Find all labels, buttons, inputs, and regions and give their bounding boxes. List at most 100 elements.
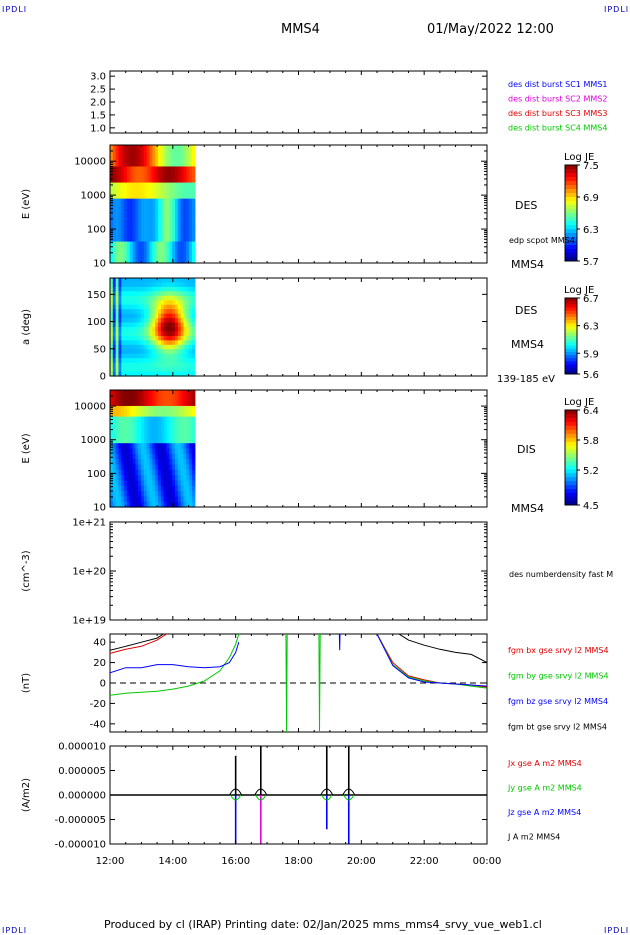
- des-pitch-panel-cell: [172, 282, 176, 288]
- des-pitch-panel-cell: [152, 318, 156, 324]
- dis-energy-panel-cell: [152, 491, 156, 497]
- des-pitch-panel-cell: [163, 304, 168, 310]
- dis-energy-panel-cell: [183, 448, 187, 455]
- des-energy-panel-cell: [175, 193, 179, 200]
- des-pitch-panel-cell: [118, 362, 122, 368]
- des-energy-panel-cell: [143, 145, 148, 151]
- dis-energy-panel-cell: [149, 390, 154, 396]
- des-energy-panel-cell: [180, 155, 185, 162]
- des-energy-panel-cell: [149, 182, 154, 189]
- des-pitch-panel-cell: [166, 313, 170, 319]
- des-pitch-panel-cell: [112, 340, 117, 346]
- dis-energy-panel-cell: [112, 421, 117, 428]
- des-pitch-panel-cell: [132, 286, 137, 292]
- des-pitch-panel-colorbar-step: [565, 307, 577, 312]
- des-energy-panel-cell: [141, 230, 145, 237]
- dis-energy-panel-cell: [132, 501, 137, 508]
- des-energy-panel-cell: [146, 182, 151, 189]
- des-energy-panel-colorbar-step: [565, 181, 577, 186]
- des-pitch-panel-cell: [189, 300, 193, 306]
- des-pitch-panel-cell: [126, 344, 131, 350]
- des-pitch-panel-cell: [135, 344, 139, 350]
- des-energy-panel-cell: [135, 171, 139, 178]
- des-energy-panel-cell: [110, 150, 114, 157]
- dis-energy-panel-cell: [169, 485, 173, 492]
- des-pitch-panel-cell: [155, 313, 159, 319]
- dis-energy-panel-cell: [143, 443, 148, 450]
- dis-energy-panel-cell: [163, 416, 168, 423]
- des-pitch-panel-cell: [124, 358, 128, 364]
- des-energy-panel-cell: [112, 145, 117, 151]
- dis-energy-panel-cell: [110, 475, 114, 482]
- des-pitch-panel-cell: [132, 349, 137, 355]
- des-pitch-panel-cell: [158, 335, 162, 341]
- des-energy-panel-colorbar-step: [565, 197, 577, 202]
- des-pitch-panel-cell: [180, 331, 185, 337]
- des-pitch-panel-cell: [149, 304, 154, 310]
- des-energy-panel-cell: [175, 220, 179, 227]
- des-pitch-panel-cell: [158, 367, 162, 373]
- des-energy-panel-cell: [149, 166, 154, 173]
- dis-energy-panel-cell: [180, 459, 185, 466]
- des-pitch-panel-cell: [189, 353, 193, 359]
- des-pitch-panel-cell: [177, 318, 182, 324]
- des-energy-panel-cell: [155, 214, 159, 221]
- des-energy-panel-cell: [129, 187, 134, 194]
- dis-energy-panel-cell: [177, 464, 182, 471]
- des-pitch-panel-cell: [172, 331, 176, 337]
- des-pitch-panel-cell: [146, 331, 151, 337]
- des-energy-panel-cell: [172, 241, 176, 248]
- dis-energy-panel-cell: [155, 496, 159, 503]
- dis-energy-panel-cell: [126, 469, 131, 476]
- des-pitch-panel-cell: [183, 371, 187, 377]
- des-energy-panel-cell: [186, 155, 190, 162]
- dis-energy-panel-cell: [129, 475, 134, 482]
- des-pitch-panel-cell: [169, 286, 173, 292]
- dis-energy-panel-cell: [126, 395, 131, 402]
- des-energy-panel-cell: [175, 155, 179, 162]
- dis-energy-panel-cell: [180, 448, 185, 455]
- des-pitch-panel-cell: [129, 371, 134, 377]
- des-energy-panel-cell: [124, 145, 128, 151]
- dis-energy-panel-cell: [160, 390, 165, 396]
- current-panel-spike-burst-neg: [343, 794, 355, 801]
- des-energy-panel-cell: [112, 177, 117, 184]
- des-pitch-panel-cell: [175, 331, 179, 337]
- des-energy-panel-cell: [189, 252, 193, 259]
- des-pitch-panel-cell: [118, 291, 122, 297]
- des-energy-panel-cell: [163, 257, 168, 264]
- des-pitch-panel-cell: [163, 318, 168, 324]
- des-energy-panel-cell: [132, 246, 137, 253]
- des-energy-panel-cell: [177, 177, 182, 184]
- dis-energy-panel-colorbar-step: [565, 453, 577, 458]
- des-pitch-panel-cell: [177, 362, 182, 368]
- des-pitch-panel-cell: [186, 362, 190, 368]
- des-pitch-panel-cell: [126, 309, 131, 315]
- des-energy-panel-cell: [112, 214, 117, 221]
- des-energy-panel-cell: [172, 182, 176, 189]
- dis-energy-panel-cell: [160, 480, 165, 487]
- des-energy-panel-cell: [138, 204, 142, 210]
- bfield-panel-series-line: [376, 634, 487, 688]
- des-pitch-panel-cell: [189, 358, 193, 364]
- des-energy-panel-cell: [152, 161, 156, 168]
- des-pitch-panel-cell: [158, 327, 162, 333]
- dis-energy-panel-cell: [172, 400, 176, 407]
- des-pitch-panel-cell: [132, 335, 137, 341]
- dis-energy-panel-cell: [158, 437, 162, 444]
- dis-energy-panel-cell: [149, 405, 154, 412]
- dis-energy-panel-cell: [189, 427, 193, 434]
- des-energy-panel-cell: [138, 155, 142, 162]
- des-pitch-panel-cell: [135, 331, 139, 337]
- des-energy-panel-cell: [152, 241, 156, 248]
- des-energy-panel-label-scpot: edp scpot MMS4: [509, 236, 575, 245]
- des-energy-panel-cell: [155, 155, 159, 162]
- des-energy-panel-cell: [192, 225, 196, 232]
- dis-energy-panel-cell: [149, 421, 154, 428]
- des-pitch-panel-cell: [146, 318, 151, 324]
- dis-energy-panel-cell: [115, 443, 120, 450]
- des-pitch-panel-cell: [138, 362, 142, 368]
- dis-energy-panel-cell: [132, 464, 137, 471]
- dis-energy-panel-cell: [158, 469, 162, 476]
- dis-energy-panel-cells: [110, 390, 196, 508]
